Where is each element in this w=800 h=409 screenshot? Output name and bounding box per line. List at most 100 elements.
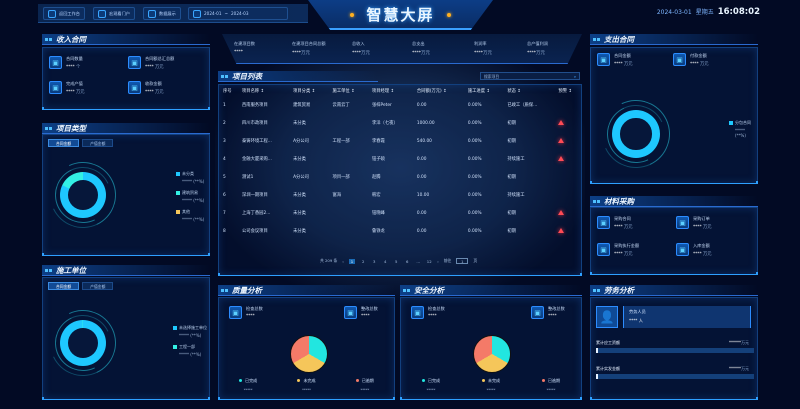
nav-portal-button[interactable]: 宏观看门户 [93,7,135,20]
legend-item[interactable]: 已完成 ***** [422,378,440,392]
safety-pie-chart[interactable] [473,335,511,373]
legend-item[interactable]: 建筑贸易 ***** (**%) [176,190,204,203]
legend-item[interactable]: 已逾期 ***** [542,378,560,392]
project_type-donut-chart[interactable] [60,172,106,218]
shield-icon: ▣ [49,56,62,69]
kpi-value-row: **** 万元 [614,251,639,257]
warning-icon[interactable] [558,137,565,143]
table-row[interactable]: 1 西南服务项目 建筑贸易 云南云丁 张梓Peter 0.00 0.00% 已竣工（质保... [219,96,581,114]
table-row[interactable]: 3 泰铸环境工程... A分公司 工程一部 李春霞 540.00 0.00% 初期 [219,132,581,150]
goto-page-input[interactable]: 1 [456,258,469,264]
kpi-quality: ▣ 检查总数 **** [229,306,263,319]
nav-label: 返回工作台 [59,10,80,16]
tab-1[interactable]: 产值金额 [82,282,114,290]
legend-item[interactable]: 已逾期 ***** [355,378,374,392]
warning-icon[interactable] [558,119,565,125]
search-icon[interactable]: ⌕ [573,74,576,79]
cell-unit [329,222,368,240]
page-4[interactable]: 4 [384,258,387,264]
page-1[interactable]: 1 [348,258,356,264]
cell-no: 6 [223,192,226,198]
column-header-2[interactable]: 项目分类 ↕ [293,88,316,94]
kpi-label: 整改总数 [361,306,378,311]
table-row[interactable]: 5 测试1 A分公司 项目一部 赵腾 0.00 0.00% 初期 [219,168,581,186]
column-header-6[interactable]: 施工进度 ↕ [467,88,491,94]
cell-name: 测试1 [241,175,254,180]
cell-type: A分公司 [293,175,309,180]
column-header-3[interactable]: 施工单位 ↕ [332,88,355,94]
top-nav-bar: 返回工作台 宏观看门户 数据展示 2024-01 ~2024-03 [38,4,308,23]
legend-item[interactable]: 未完成 ***** [297,378,315,392]
cell-status: 初期 [507,229,516,234]
expense-donut-chart[interactable] [612,110,660,158]
column-header-7[interactable]: 状态 ↕ [507,88,521,94]
column-header-0[interactable]: 序号 [223,88,232,94]
kpi-value: **** [548,314,557,319]
table-row[interactable]: 2 四川市政项目 未分类 李洋（七夜） 1000.00 0.00% 初期 [219,114,581,132]
cell-manager: 赵腾 [371,175,381,180]
tab-1[interactable]: 产值金额 [82,139,114,147]
kpi-text: 收款金额 **** 万元 [145,81,164,95]
nav-workbench-button[interactable]: 返回工作台 [43,7,85,20]
legend-pct: (**%) [193,179,205,184]
order-icon: ▣ [676,216,689,229]
column-header-5[interactable]: 合同额(万元) ↕ [416,88,447,94]
cell-manager: 鲁铮龙 [371,229,385,234]
legend-item[interactable]: 未选择施工单位 ***** (**%) [173,325,207,338]
legend-item[interactable]: 已完成 ***** [239,378,257,392]
page-12[interactable]: 12 [426,258,432,264]
shield-icon: ▣ [411,306,424,319]
calendar-icon [193,9,201,18]
quality-pie-chart[interactable] [290,335,328,373]
column-header-4[interactable]: 项目经理 ↕ [371,88,395,94]
stat-value: **** [234,50,243,55]
tab-0[interactable]: 合同金额 [48,282,80,290]
cell-name: 西南服务项目 [241,103,268,108]
table-row[interactable]: 6 深圳一期项目 未分类 富海 韩宏 10.00 0.00% 持续施工 [219,186,581,204]
legend-item[interactable]: 其他 ***** (**%) [176,209,204,222]
warning-icon[interactable] [558,227,565,233]
summary-stats: 在建项目数 **** 在建项目合同总额 ****万元 总收入 ****万元 总支出 ****万… [222,34,582,64]
legend-item[interactable]: 分包合同 ***** (**%) [729,120,757,138]
stat-value-row: **** [234,50,255,55]
kpi-unit: 万元 [699,62,709,67]
page-5[interactable]: 5 [395,258,398,264]
legend-dot [297,379,301,382]
warning-icon[interactable] [558,209,565,215]
prev-page-button[interactable]: ‹ [342,258,344,264]
legend-item[interactable]: 工程一部 ***** (**%) [173,344,207,357]
project-search-input[interactable]: 搜索项目 ⌕ [480,72,580,80]
page-2[interactable]: 2 [362,258,365,264]
nav-data-button[interactable]: 数据展示 [143,7,181,20]
next-page-button[interactable]: › [437,258,439,264]
labor-panel: 👤 劳务人员 **** 人 累计应工资额 ******万元 累计实发金额 ******… [590,297,758,400]
monitor-icon [148,9,156,18]
warning-icon[interactable] [558,155,565,161]
legend-swatch [176,172,180,176]
kpi-text: 合同额总汇总额 **** 万元 [145,56,174,70]
legend-item[interactable]: 未分类 ***** (**%) [176,171,204,184]
legend-dot [542,379,545,382]
cell-name: 泰铸环境工程... [241,139,272,144]
construction_unit-donut-chart[interactable] [60,320,106,366]
column-header-8[interactable]: 预警 ↕ [558,88,572,94]
table-row[interactable]: 8 公司会议项目 未分类 鲁铮龙 0.00 0.00% 初期 [219,222,581,240]
date-range-picker[interactable]: 2024-01 ~2024-03 [188,7,288,20]
page-…[interactable]: … [416,258,421,264]
legend-item[interactable]: 未完成 ***** [482,378,500,392]
cell-warn [554,204,581,222]
page-3[interactable]: 3 [373,258,376,264]
kpi-income: ▣ 收款金额 **** 万元 [128,81,164,95]
table-row[interactable]: 7 上海丁香园2... 未分类 钮晓峰 0.00 0.00% 初期 [219,204,581,222]
kpi-value: **** [614,252,623,257]
kpi-unit: 万元 [623,225,633,230]
stat-value: **** [527,51,536,56]
tab-0[interactable]: 合同金额 [48,139,80,147]
cell-no: 5 [223,174,226,180]
donut-hole [68,328,98,358]
kpi-text: 完成产值 **** 万元 [66,81,85,95]
column-header-1[interactable]: 项目名称 ↕ [241,88,265,94]
cell-no: 2 [223,120,226,126]
page-6[interactable]: 6 [406,258,409,264]
table-row[interactable]: 4 金融大厦采购... 未分类 钮子硕 0.00 0.00% 持续施工 [219,150,581,168]
